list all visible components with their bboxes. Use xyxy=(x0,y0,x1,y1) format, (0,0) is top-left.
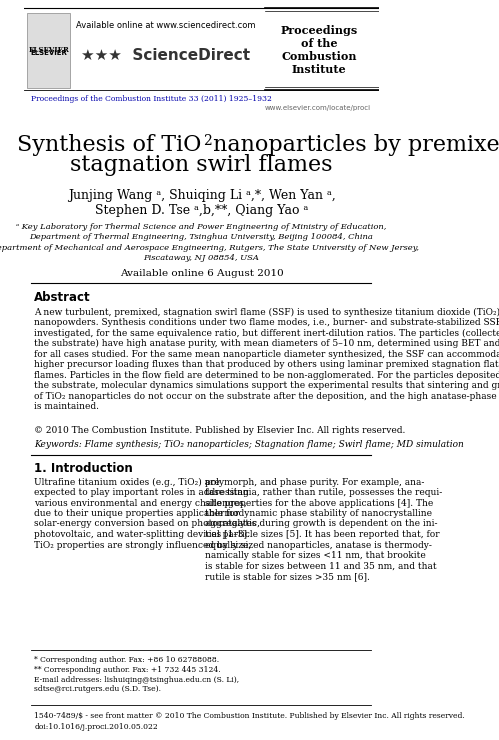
Text: * Corresponding author. Fax: +86 10 62788088.: * Corresponding author. Fax: +86 10 6278… xyxy=(34,656,220,664)
Text: ELSEVIER: ELSEVIER xyxy=(30,50,67,56)
Text: investigated, for the same equivalence ratio, but different inert-dilution ratio: investigated, for the same equivalence r… xyxy=(34,329,499,337)
Text: expected to play important roles in addressing: expected to play important roles in addr… xyxy=(34,488,249,497)
Text: ★★★  ScienceDirect: ★★★ ScienceDirect xyxy=(81,47,250,62)
Text: ᵃ Key Laboratory for Thermal Science and Power Engineering of Ministry of Educat: ᵃ Key Laboratory for Thermal Science and… xyxy=(16,223,387,231)
Text: is maintained.: is maintained. xyxy=(34,402,99,411)
Text: ᵇ Department of Mechanical and Aerospace Engineering, Rutgers, The State Univers: ᵇ Department of Mechanical and Aerospace… xyxy=(0,244,419,252)
Text: 1540-7489/$ - see front matter © 2010 The Combustion Institute. Published by Els: 1540-7489/$ - see front matter © 2010 Th… xyxy=(34,712,465,720)
Text: various environmental and energy challenges,: various environmental and energy challen… xyxy=(34,499,247,508)
Text: nanoparticles by premixed: nanoparticles by premixed xyxy=(207,134,499,156)
Text: Piscataway, NJ 08854, USA: Piscataway, NJ 08854, USA xyxy=(144,254,259,262)
Text: www.elsevier.com/locate/proci: www.elsevier.com/locate/proci xyxy=(264,105,371,111)
Text: nanopowders. Synthesis conditions under two flame modes, i.e., burner- and subst: nanopowders. Synthesis conditions under … xyxy=(34,318,499,327)
Text: doi:10.1016/j.proci.2010.05.022: doi:10.1016/j.proci.2010.05.022 xyxy=(34,723,158,731)
Text: stagnation swirl flames: stagnation swirl flames xyxy=(70,154,333,176)
Text: photovoltaic, and water-splitting devices [1–3].: photovoltaic, and water-splitting device… xyxy=(34,530,250,539)
Text: higher precursor loading fluxes than that produced by others using laminar premi: higher precursor loading fluxes than tha… xyxy=(34,360,499,369)
Text: for all cases studied. For the same mean nanoparticle diameter synthesized, the : for all cases studied. For the same mean… xyxy=(34,349,499,358)
Text: ** Corresponding author. Fax: +1 732 445 3124.: ** Corresponding author. Fax: +1 732 445… xyxy=(34,666,221,674)
Text: Keywords: Flame synthesis; TiO₂ nanoparticles; Stagnation flame; Swirl flame; MD: Keywords: Flame synthesis; TiO₂ nanopart… xyxy=(34,440,464,448)
Text: Stephen D. Tse ᵃ,b,**, Qiang Yao ᵃ: Stephen D. Tse ᵃ,b,**, Qiang Yao ᵃ xyxy=(95,204,308,217)
Text: of TiO₂ nanoparticles do not occur on the substrate after the deposition, and th: of TiO₂ nanoparticles do not occur on th… xyxy=(34,391,499,400)
Text: thermodynamic phase stability of nanocrystalline: thermodynamic phase stability of nanocry… xyxy=(205,509,432,518)
Text: rutile is stable for sizes >35 nm [6].: rutile is stable for sizes >35 nm [6]. xyxy=(205,572,370,581)
Text: Proceedings
of the
Combustion
Institute: Proceedings of the Combustion Institute xyxy=(280,25,357,75)
Text: Department of Thermal Engineering, Tsinghua University, Beijing 100084, China: Department of Thermal Engineering, Tsing… xyxy=(29,233,373,241)
Text: Available online 6 August 2010: Available online 6 August 2010 xyxy=(120,269,283,278)
Text: tase titania, rather than rutile, possesses the requi-: tase titania, rather than rutile, posses… xyxy=(205,488,442,497)
Text: the substrate, molecular dynamics simulations support the experimental results t: the substrate, molecular dynamics simula… xyxy=(34,381,499,390)
Text: Junjing Wang ᵃ, Shuiqing Li ᵃ,*, Wen Yan ᵃ,: Junjing Wang ᵃ, Shuiqing Li ᵃ,*, Wen Yan… xyxy=(68,189,335,201)
Text: Abstract: Abstract xyxy=(34,291,91,303)
Text: ELSEVIER: ELSEVIER xyxy=(28,46,69,54)
Text: is stable for sizes between 11 and 35 nm, and that: is stable for sizes between 11 and 35 nm… xyxy=(205,562,437,571)
Text: due to their unique properties applicable for: due to their unique properties applicabl… xyxy=(34,509,240,518)
Text: 1. Introduction: 1. Introduction xyxy=(34,462,133,474)
Text: the substrate) have high anatase purity, with mean diameters of 5–10 nm, determi: the substrate) have high anatase purity,… xyxy=(34,339,499,348)
Text: flames. Particles in the flow field are determined to be non-agglomerated. For t: flames. Particles in the flow field are … xyxy=(34,371,499,380)
Text: solar-energy conversion based on photocatalytic,: solar-energy conversion based on photoca… xyxy=(34,519,260,528)
Text: Synthesis of TiO: Synthesis of TiO xyxy=(17,134,202,156)
Text: namically stable for sizes <11 nm, that brookite: namically stable for sizes <11 nm, that … xyxy=(205,551,426,560)
Text: sdtse@rci.rutgers.edu (S.D. Tse).: sdtse@rci.rutgers.edu (S.D. Tse). xyxy=(34,685,161,693)
Text: Ultrafine titanium oxides (e.g., TiO₂) are: Ultrafine titanium oxides (e.g., TiO₂) a… xyxy=(34,477,220,487)
Text: aggregates during growth is dependent on the ini-: aggregates during growth is dependent on… xyxy=(205,519,438,528)
Text: 2: 2 xyxy=(203,134,212,148)
Text: TiO₂ properties are strongly influenced by size,: TiO₂ properties are strongly influenced … xyxy=(34,540,251,550)
Text: Available online at www.sciencedirect.com: Available online at www.sciencedirect.co… xyxy=(76,21,255,30)
Text: © 2010 The Combustion Institute. Published by Elsevier Inc. All rights reserved.: © 2010 The Combustion Institute. Publish… xyxy=(34,425,406,434)
Text: A new turbulent, premixed, stagnation swirl flame (SSF) is used to synthesize ti: A new turbulent, premixed, stagnation sw… xyxy=(34,307,499,317)
Text: site properties for the above applications [4]. The: site properties for the above applicatio… xyxy=(205,499,433,508)
Text: equally sized nanoparticles, anatase is thermody-: equally sized nanoparticles, anatase is … xyxy=(205,540,432,550)
Bar xyxy=(27,13,70,88)
Text: polymorph, and phase purity. For example, ana-: polymorph, and phase purity. For example… xyxy=(205,477,425,486)
Text: tial particle sizes [5]. It has been reported that, for: tial particle sizes [5]. It has been rep… xyxy=(205,530,440,539)
Text: E-mail addresses: lishuiqing@tsinghua.edu.cn (S. Li),: E-mail addresses: lishuiqing@tsinghua.ed… xyxy=(34,676,240,684)
Text: Proceedings of the Combustion Institute 33 (2011) 1925–1932: Proceedings of the Combustion Institute … xyxy=(31,95,272,103)
